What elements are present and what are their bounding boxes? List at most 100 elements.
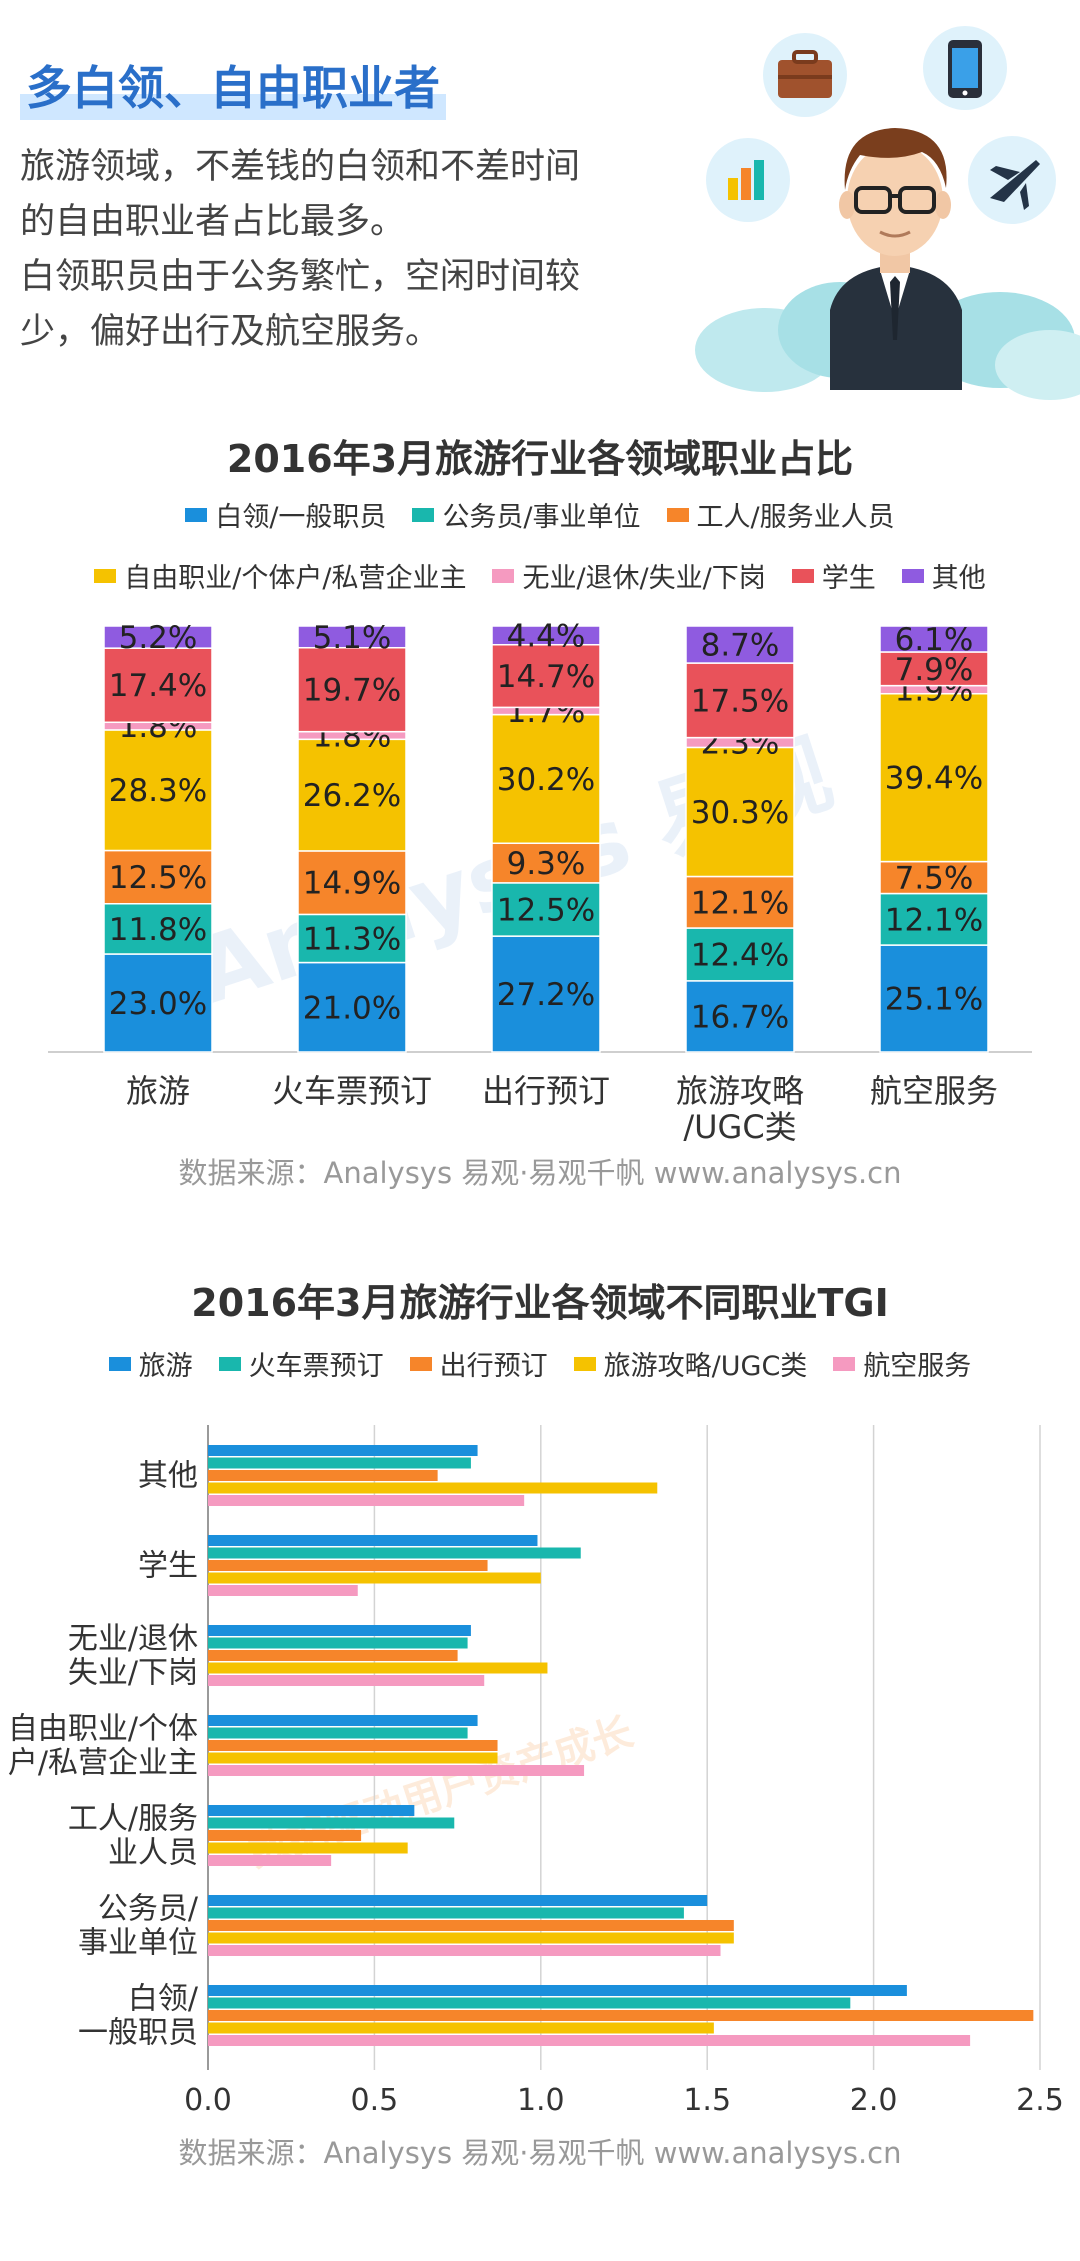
legend-item: 旅游 bbox=[108, 1344, 193, 1383]
legend-swatch bbox=[108, 1356, 131, 1371]
category-label: /UGC类 bbox=[683, 1108, 796, 1146]
legend-item: 公务员/事业单位 bbox=[412, 495, 641, 534]
category-label: 航空服务 bbox=[870, 1072, 998, 1110]
tgi-chart-title: 2016年3月旅游行业各领域不同职业TGI bbox=[191, 1281, 889, 1325]
x-tick-label: 1.0 bbox=[517, 2083, 565, 2118]
tgi-chart-legend: 旅游 火车票预订 出行预订 旅游攻略/UGC类 航空服务 bbox=[0, 1344, 1080, 1405]
bar-segment bbox=[685, 746, 795, 878]
legend-swatch bbox=[833, 1356, 856, 1371]
intro-text: 旅游领域，不差钱的白领和不差时间 的自由职业者占比最多。 白领职员由于公务繁忙，… bbox=[20, 140, 680, 360]
bar bbox=[208, 1932, 734, 1944]
bar-segment bbox=[103, 729, 213, 852]
bar bbox=[208, 1470, 438, 1481]
bar-segment bbox=[685, 927, 795, 982]
data-label: 28.3% bbox=[109, 773, 207, 809]
bar bbox=[208, 1740, 498, 1751]
legend-item: 无业/退休/失业/下岗 bbox=[492, 556, 766, 595]
data-label: 12.1% bbox=[885, 902, 983, 938]
bar bbox=[208, 1907, 684, 1919]
legend-item: 工人/服务业人员 bbox=[666, 495, 895, 534]
data-label: 21.0% bbox=[303, 990, 401, 1026]
legend-label: 自由职业/个体户/私营企业主 bbox=[124, 563, 467, 594]
category-label: 业人员 bbox=[108, 1836, 198, 1871]
legend-label: 学生 bbox=[821, 563, 876, 594]
bar-chart-icon bbox=[706, 138, 790, 222]
bar bbox=[208, 1625, 471, 1636]
businessman-avatar bbox=[830, 128, 962, 390]
data-label: 19.7% bbox=[303, 673, 401, 709]
category-label: 户/私营企业主 bbox=[8, 1746, 198, 1781]
bar bbox=[208, 1547, 581, 1559]
briefcase-icon bbox=[763, 33, 847, 117]
phone-icon bbox=[923, 26, 1007, 110]
legend-label: 其他 bbox=[931, 563, 986, 594]
data-source: 数据来源：Analysys 易观·易观千帆 www.analysys.cn bbox=[178, 1156, 902, 1190]
stacked-bar-chart: 23.0%11.8%12.5%28.3%1.8%17.4%5.2%旅游21.0%… bbox=[48, 618, 1032, 1146]
legend-label: 工人/服务业人员 bbox=[696, 502, 895, 533]
bar-segment bbox=[879, 860, 989, 895]
legend-item: 航空服务 bbox=[833, 1344, 971, 1383]
bar bbox=[208, 1895, 708, 1906]
legend-swatch bbox=[185, 507, 208, 522]
bar bbox=[208, 1830, 362, 1841]
category-label: 白领/ bbox=[128, 1982, 199, 2017]
bar bbox=[208, 2022, 714, 2034]
bar bbox=[208, 1727, 468, 1739]
category-label: 出行预订 bbox=[482, 1072, 610, 1110]
legend-item: 学生 bbox=[791, 556, 876, 595]
data-label: 12.5% bbox=[109, 860, 207, 896]
intro-line: 的自由职业者占比最多。 bbox=[20, 202, 406, 242]
bar-segment bbox=[103, 903, 213, 955]
category-label: 其他 bbox=[138, 1459, 198, 1494]
data-label: 4.4% bbox=[507, 618, 586, 654]
x-tick-label: 0.5 bbox=[351, 2083, 399, 2118]
bar bbox=[208, 1650, 458, 1661]
bar bbox=[208, 1585, 358, 1596]
intro-line: 旅游领域，不差钱的白领和不差时间 bbox=[20, 147, 581, 187]
data-label: 17.4% bbox=[109, 668, 207, 704]
category-label: 旅游 bbox=[126, 1072, 190, 1110]
bar-segment bbox=[297, 625, 407, 649]
data-label: 27.2% bbox=[497, 977, 595, 1013]
bar-segment bbox=[103, 953, 213, 1053]
data-label: 14.7% bbox=[497, 659, 595, 695]
data-label: 30.2% bbox=[497, 762, 595, 798]
data-label: 23.0% bbox=[109, 986, 207, 1022]
legend-swatch bbox=[218, 1356, 241, 1371]
category-label: 学生 bbox=[138, 1549, 198, 1584]
bar-segment bbox=[685, 662, 795, 739]
bar bbox=[208, 1572, 541, 1584]
legend-row: 自由职业/个体户/私营企业主 无业/退休/失业/下岗 学生 其他 bbox=[0, 556, 1080, 595]
legend-item: 火车票预订 bbox=[218, 1344, 384, 1383]
bar-segment bbox=[297, 961, 407, 1053]
bar bbox=[208, 1842, 408, 1854]
bar-segment bbox=[491, 643, 601, 709]
x-tick-label: 2.5 bbox=[1016, 2083, 1064, 2118]
legend-swatch bbox=[573, 1356, 596, 1371]
legend-swatch bbox=[94, 568, 117, 583]
bar bbox=[208, 1535, 538, 1546]
category-label: 一般职员 bbox=[78, 2016, 198, 2051]
category-label: 无业/退休 bbox=[68, 1622, 198, 1657]
bar-segment bbox=[491, 842, 601, 884]
stacked-chart-title: 2016年3月旅游行业各领域职业占比 bbox=[226, 437, 854, 481]
legend-label: 出行预订 bbox=[439, 1351, 548, 1382]
bar-segment bbox=[685, 625, 795, 664]
legend-label: 白领/一般职员 bbox=[215, 502, 387, 533]
bar-segment bbox=[297, 646, 407, 733]
legend-swatch bbox=[666, 507, 689, 522]
bar bbox=[208, 1805, 415, 1816]
x-tick-label: 2.0 bbox=[850, 2083, 898, 2118]
bar-segment bbox=[879, 625, 989, 653]
legend-item: 其他 bbox=[901, 556, 986, 595]
legend-swatch bbox=[492, 568, 515, 583]
x-tick-label: 1.5 bbox=[683, 2083, 731, 2118]
bar bbox=[208, 1637, 468, 1649]
headline: 多白领、自由职业者 bbox=[20, 52, 446, 120]
legend-label: 火车票预订 bbox=[248, 1351, 384, 1382]
bar-segment bbox=[297, 850, 407, 916]
data-label: 9.3% bbox=[507, 846, 586, 882]
data-label: 11.3% bbox=[303, 921, 401, 957]
legend-label: 航空服务 bbox=[863, 1351, 972, 1382]
data-label: 12.1% bbox=[691, 885, 789, 921]
